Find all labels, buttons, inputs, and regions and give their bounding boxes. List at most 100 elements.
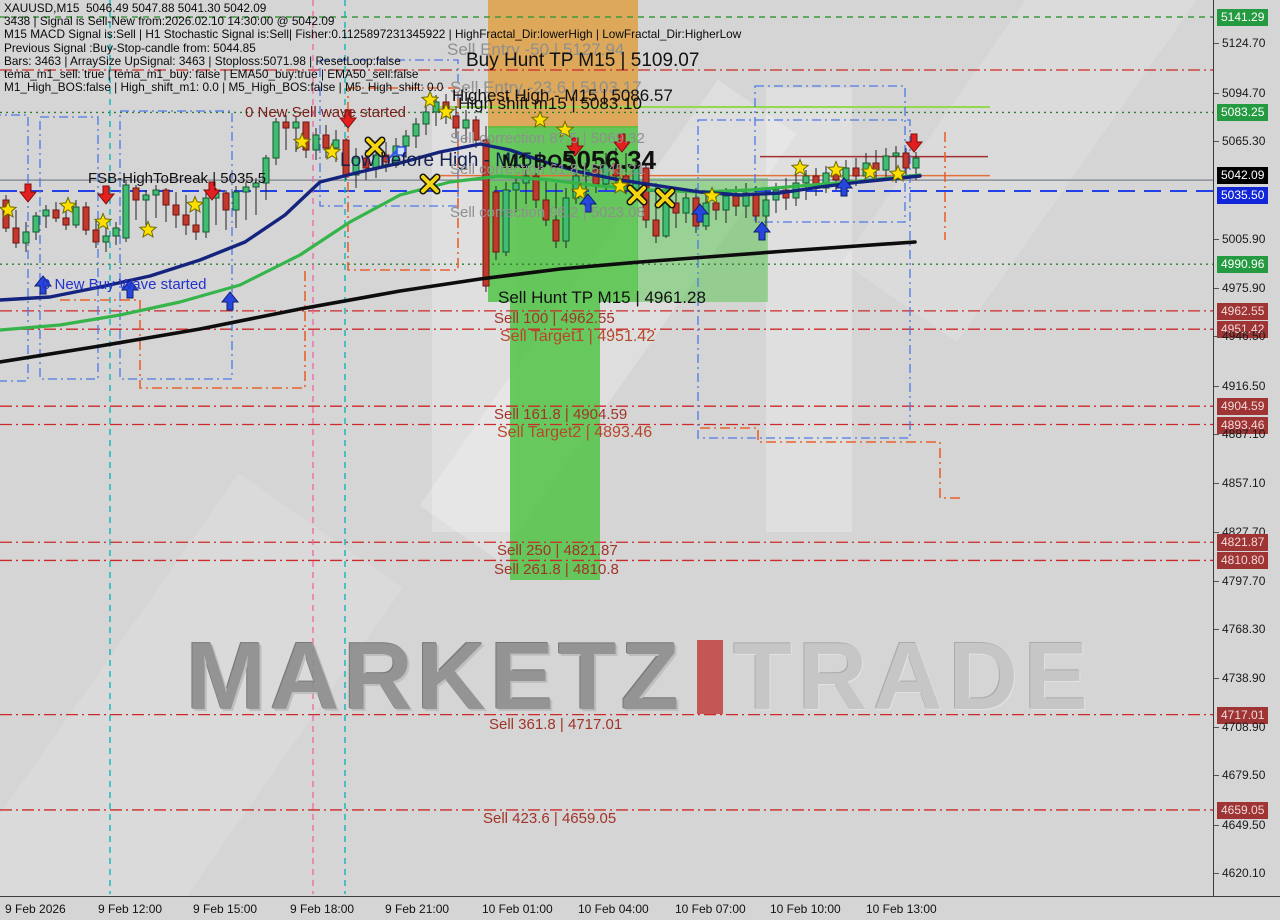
- candle-body: [322, 134, 330, 149]
- price-tick: [1214, 677, 1219, 679]
- candle-body: [512, 182, 520, 191]
- candle-body: [232, 191, 240, 211]
- price-tick: [1214, 629, 1219, 631]
- x-mark-icon: [366, 138, 384, 156]
- price-tick: [1214, 140, 1219, 142]
- buy-arrow-icon: [220, 291, 240, 311]
- x-mark-icon: [656, 189, 674, 207]
- buy-arrow-icon: [120, 279, 140, 299]
- candle-body: [762, 199, 770, 217]
- price-axis-label: 4887.10: [1214, 427, 1265, 441]
- time-axis-label: 10 Feb 07:00: [675, 902, 746, 916]
- time-axis-label: 10 Feb 01:00: [482, 902, 553, 916]
- price-level-badge: 5042.09: [1217, 167, 1269, 185]
- header-line: 3438 | Signal is Sell-New from:2026.02.1…: [4, 14, 335, 29]
- fractal-box: [697, 119, 911, 439]
- star-signal-icon: [610, 176, 630, 194]
- candle-body: [222, 192, 230, 211]
- candle-body: [802, 175, 810, 184]
- star-signal-icon: [436, 102, 456, 120]
- star-signal-icon: [322, 142, 342, 160]
- price-tick: [1214, 872, 1219, 874]
- candle-body: [172, 204, 180, 216]
- fractal-box: [39, 116, 99, 380]
- price-level-badge: 4951.42: [1217, 321, 1269, 339]
- chart-canvas[interactable]: XAUUSD,M15 5046.49 5047.88 5041.30 5042.…: [0, 0, 1213, 896]
- channel-segment: [60, 268, 306, 389]
- price-tick: [1214, 580, 1219, 582]
- candle-body: [562, 197, 570, 242]
- candle-body: [162, 189, 170, 206]
- price-level-badge: 5083.25: [1217, 104, 1269, 122]
- sell-arrow-icon: [612, 133, 632, 153]
- candle-body: [12, 227, 20, 244]
- price-level-badge: 4659.05: [1217, 801, 1269, 819]
- time-axis-label: 9 Feb 21:00: [385, 902, 450, 916]
- time-axis[interactable]: 9 Feb 2026 9 Feb 12:00 9 Feb 15:00 9 Feb 18…: [0, 896, 1280, 920]
- highlight-band: [488, 0, 638, 128]
- price-axis-label: 4768.30: [1214, 622, 1265, 636]
- star-signal-icon: [570, 182, 590, 200]
- time-axis-label: 10 Feb 10:00: [770, 902, 841, 916]
- candle-body: [532, 175, 540, 201]
- sell-arrow-icon: [202, 181, 222, 201]
- header-line: M1_High_BOS:false | High_shift_m1: 0.0 |…: [4, 80, 444, 95]
- candle-body: [632, 167, 640, 189]
- candle-body: [502, 189, 510, 253]
- candle-body: [472, 119, 480, 141]
- candle-body: [82, 206, 90, 231]
- sell-arrow-icon: [18, 183, 38, 203]
- candle-body: [282, 121, 290, 129]
- price-axis-label: 4620.10: [1214, 866, 1265, 880]
- candle-body: [272, 121, 280, 159]
- candle-body: [892, 152, 900, 157]
- candle-body: [22, 231, 30, 244]
- price-tick: [1214, 775, 1219, 777]
- price-tick: [1214, 43, 1219, 45]
- candle-body: [422, 111, 430, 125]
- price-axis-label: 4679.50: [1214, 768, 1265, 782]
- price-level-badge: 4904.59: [1217, 398, 1269, 416]
- candle-body: [612, 163, 620, 177]
- star-signal-icon: [530, 110, 550, 128]
- candle-body: [752, 192, 760, 217]
- candle-body: [912, 157, 920, 169]
- price-level-badge: 5141.29: [1217, 9, 1269, 26]
- buy-arrow-icon: [834, 177, 854, 197]
- header-line: M15 MACD Signal is:Sell | H1 Stochastic …: [4, 27, 742, 42]
- star-signal-icon: [292, 132, 312, 150]
- candle-body: [62, 217, 70, 226]
- price-tick: [1214, 287, 1219, 289]
- price-level-badge: 4810.80: [1217, 552, 1269, 570]
- candle-body: [352, 157, 360, 176]
- header-line: Bars: 3463 | ArraySize UpSignal: 3463 | …: [4, 53, 401, 68]
- price-axis[interactable]: 5141.29 5124.70 5094.70 5083.25 5065.30 5042.…: [1213, 0, 1280, 896]
- candle-body: [462, 119, 470, 129]
- fractal-box: [0, 114, 29, 382]
- time-axis-label: 9 Feb 15:00: [193, 902, 258, 916]
- price-axis-label: 5094.70: [1214, 86, 1265, 100]
- candle-body: [122, 184, 130, 239]
- ma-green: [0, 173, 922, 332]
- price-axis-label: 4797.70: [1214, 574, 1265, 588]
- candle-body: [192, 224, 200, 233]
- price-tick: [1214, 433, 1219, 435]
- candle-body: [92, 229, 100, 243]
- chart-plot: [0, 0, 1213, 894]
- buy-arrow-icon: [690, 203, 710, 223]
- candle-body: [252, 182, 260, 188]
- candle-body: [602, 163, 610, 185]
- star-signal-icon: [790, 158, 810, 176]
- price-axis-label: 5065.30: [1214, 134, 1265, 148]
- candle-body: [662, 202, 670, 237]
- candle-body: [362, 157, 370, 169]
- candle-body: [652, 219, 660, 237]
- header-line: Previous Signal :Buy-Stop-candle from: 5…: [4, 40, 256, 55]
- price-tick: [1214, 531, 1219, 533]
- sell-arrow-icon: [565, 137, 585, 157]
- x-mark-icon: [421, 175, 439, 193]
- price-axis-label: 4975.90: [1214, 281, 1265, 295]
- price-axis-label: 4708.90: [1214, 720, 1265, 734]
- channel-segment: [347, 87, 459, 271]
- breakout-arrow-icon: [386, 146, 406, 161]
